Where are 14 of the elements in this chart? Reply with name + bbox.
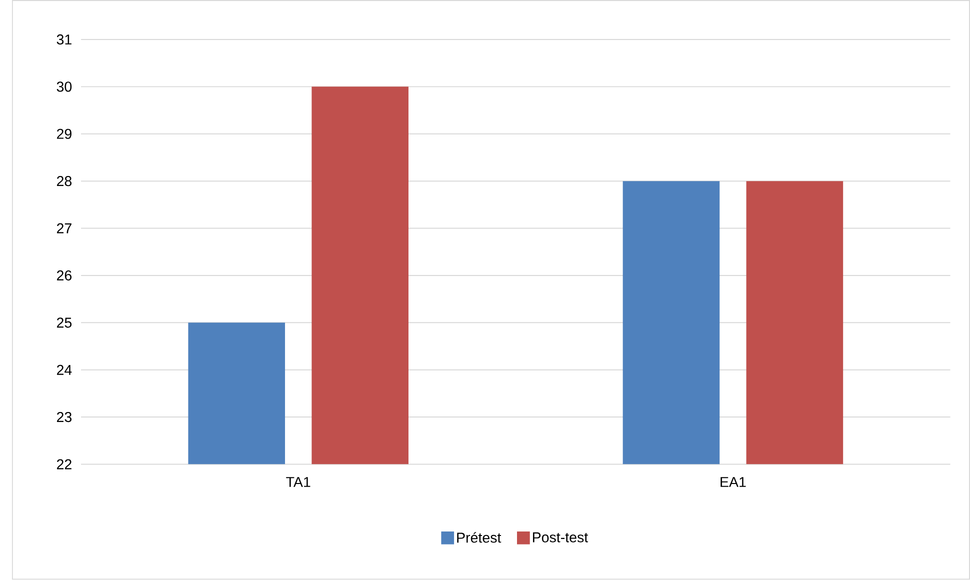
y-tick-label: 31 [56, 34, 72, 45]
legend-label: Prétest [457, 532, 502, 543]
y-tick-label: 28 [56, 176, 72, 186]
y-tick-label: 26 [56, 270, 72, 281]
y-tick-label: 29 [56, 128, 72, 140]
y-tick-label: 25 [56, 318, 72, 328]
y-tick-label: 23 [56, 412, 72, 422]
y-tick-label: 24 [56, 364, 72, 375]
y-tick-label: 27 [56, 223, 72, 234]
legend-label: Post-test [532, 532, 588, 542]
x-tick-label: TA1 [286, 477, 310, 487]
x-tick-label: EA1 [720, 477, 746, 487]
y-tick-label: 30 [56, 82, 72, 92]
y-tick-label: 22 [56, 459, 72, 470]
